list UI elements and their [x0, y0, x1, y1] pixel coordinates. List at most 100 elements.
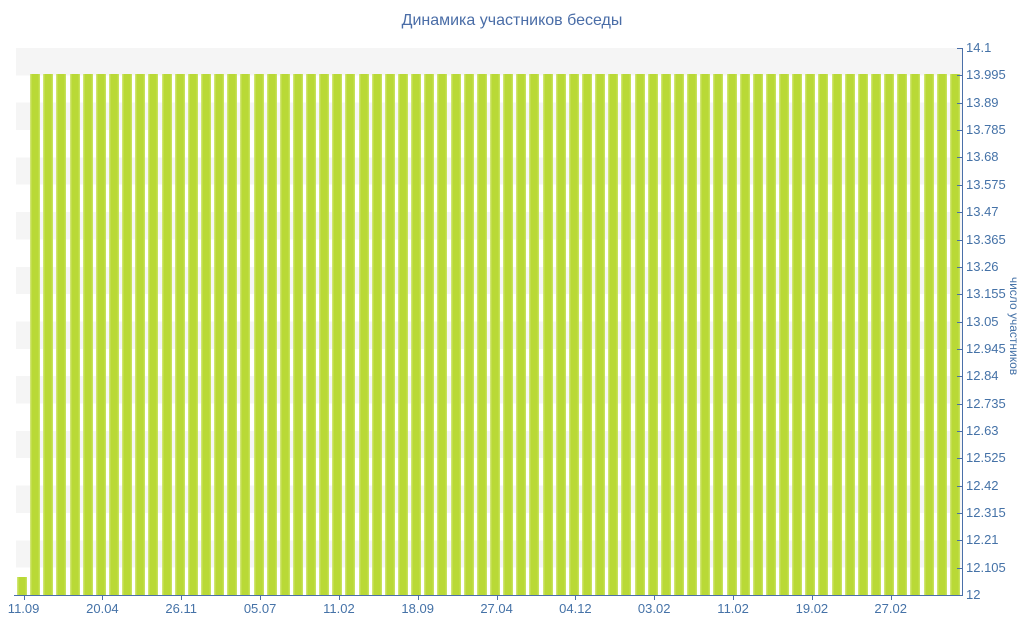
bar [319, 74, 330, 595]
bar [292, 74, 303, 595]
bar [253, 74, 264, 595]
bar [384, 74, 395, 595]
bar [450, 74, 461, 595]
x-tick-label: 11.02 [323, 601, 355, 616]
y-tick-mark [957, 212, 962, 214]
y-tick-label: 12.42 [966, 477, 999, 493]
bar [279, 74, 290, 595]
bar [687, 74, 698, 595]
bar [792, 74, 803, 595]
bar [108, 74, 119, 595]
y-tick-label: 13.89 [966, 94, 999, 110]
y-tick-mark [957, 485, 962, 487]
y-tick-label: 13.365 [966, 231, 1006, 247]
bar [306, 74, 317, 595]
y-tick-mark [957, 376, 962, 378]
y-tick-mark [957, 430, 962, 432]
bar [345, 74, 356, 595]
x-tick-mark [811, 596, 813, 600]
y-tick-label: 12.945 [966, 340, 1006, 356]
bar [358, 74, 369, 595]
bar [187, 74, 198, 595]
x-axis-line [14, 595, 963, 596]
bar [411, 74, 422, 595]
bar [371, 74, 382, 595]
y-tick-label: 12.735 [966, 395, 1006, 411]
plot-area [16, 48, 962, 595]
bar [122, 74, 133, 595]
bar [765, 74, 776, 595]
bar [398, 74, 409, 595]
bar [516, 74, 527, 595]
y-tick-mark [957, 157, 962, 159]
y-tick-label: 14.1 [966, 40, 992, 55]
y-tick-mark [957, 48, 962, 49]
bar [240, 74, 251, 595]
bar [660, 74, 671, 595]
x-tick-label: 03.02 [637, 601, 671, 616]
bar [542, 74, 553, 595]
bar [647, 74, 658, 595]
y-tick-label: 13.26 [966, 258, 999, 274]
x-tick-mark [733, 596, 735, 600]
bar [555, 74, 566, 595]
bar [752, 74, 763, 595]
bar [884, 74, 895, 595]
bar [332, 74, 343, 595]
y-tick-label: 12.525 [966, 450, 1006, 466]
bar [673, 74, 684, 595]
bar [700, 74, 711, 595]
y-tick-label: 12.84 [966, 368, 999, 384]
y-tick-label: 12.315 [966, 505, 1006, 520]
x-tick-label: 04.12 [559, 601, 592, 616]
bar [779, 74, 790, 595]
x-tick-label: 19.02 [795, 601, 829, 616]
bar [568, 74, 579, 595]
bar [266, 74, 277, 595]
y-tick-label: 12 [966, 587, 981, 602]
x-tick-mark [496, 596, 498, 600]
x-tick-label: 11.02 [717, 601, 749, 616]
y-tick-mark [957, 184, 962, 186]
bar [923, 74, 934, 595]
x-tick-mark [890, 596, 892, 600]
x-tick-mark [181, 596, 183, 600]
bar [713, 74, 724, 595]
y-tick-label: 13.155 [966, 286, 1006, 302]
bar [424, 74, 435, 595]
y-tick-label: 12.63 [966, 422, 999, 438]
y-tick-mark [957, 239, 962, 241]
y-tick-mark [957, 403, 962, 405]
x-tick-mark [23, 596, 25, 600]
bar [490, 74, 500, 595]
bar [726, 74, 737, 595]
y-tick-mark [957, 567, 962, 569]
bar [437, 74, 448, 595]
bar [529, 74, 540, 595]
bar [621, 74, 632, 595]
x-tick-label: 20.04 [86, 601, 119, 616]
y-tick-label: 12.105 [966, 559, 1006, 575]
x-tick-label: 05.07 [243, 601, 277, 616]
bar [69, 74, 80, 595]
bar [831, 74, 842, 595]
bar [595, 74, 606, 595]
bar [581, 74, 592, 595]
x-tick-mark [338, 596, 340, 600]
y-axis-line [962, 48, 963, 596]
y-tick-mark [957, 321, 962, 323]
y-axis-title: число участников [1007, 276, 1021, 376]
y-tick-mark [957, 102, 962, 104]
bar [43, 74, 54, 595]
y-tick-label: 13.575 [966, 176, 1006, 192]
bar [818, 74, 829, 595]
y-tick-mark [957, 266, 962, 268]
bar [56, 74, 67, 595]
y-tick-mark [957, 294, 962, 296]
bar [634, 74, 645, 595]
bar [739, 74, 750, 595]
x-tick-label: 18.09 [401, 601, 434, 616]
y-tick-mark [957, 348, 962, 350]
y-tick-label: 13.68 [966, 149, 999, 165]
